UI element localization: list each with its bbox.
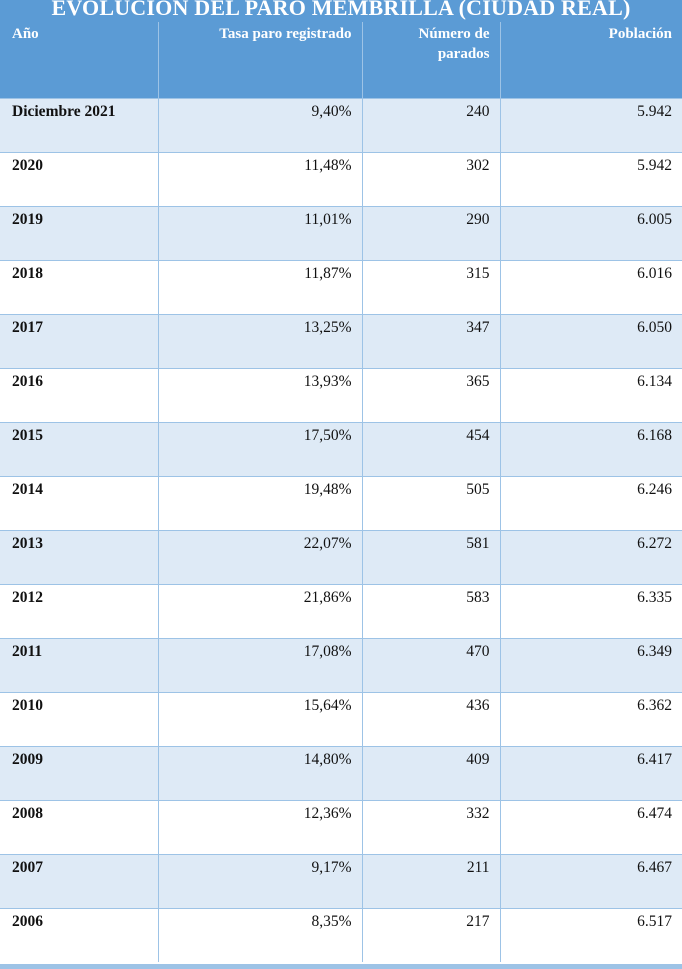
cell-population: 6.349 bbox=[499, 637, 682, 692]
cell-population: 6.467 bbox=[499, 853, 682, 908]
cell-rate: 11,48% bbox=[157, 151, 362, 206]
cell-unemployed: 454 bbox=[361, 421, 500, 476]
header-year: Año bbox=[0, 22, 158, 98]
cell-population: 6.016 bbox=[499, 259, 682, 314]
cell-rate: 11,87% bbox=[157, 259, 362, 314]
cell-rate: 8,35% bbox=[157, 907, 362, 962]
cell-rate: 14,80% bbox=[157, 745, 362, 800]
table-row: 2008 12,36% 332 6.474 bbox=[0, 799, 682, 854]
cell-rate: 12,36% bbox=[157, 799, 362, 854]
cell-year: 2010 bbox=[0, 691, 158, 746]
table-row: 2011 17,08% 470 6.349 bbox=[0, 637, 682, 692]
cell-unemployed: 315 bbox=[361, 259, 500, 314]
title-band: EVOLUCIÓN DEL PARO MEMBRILLA (CIUDAD REA… bbox=[0, 0, 682, 22]
cell-year: 2018 bbox=[0, 259, 158, 314]
table-title: EVOLUCIÓN DEL PARO MEMBRILLA (CIUDAD REA… bbox=[51, 0, 631, 20]
table-row: 2012 21,86% 583 6.335 bbox=[0, 583, 682, 638]
cell-population: 5.942 bbox=[499, 151, 682, 206]
cell-unemployed: 290 bbox=[361, 205, 500, 260]
cell-rate: 17,50% bbox=[157, 421, 362, 476]
cell-year: 2017 bbox=[0, 313, 158, 368]
cell-year: 2016 bbox=[0, 367, 158, 422]
table-row: 2020 11,48% 302 5.942 bbox=[0, 151, 682, 206]
cell-rate: 11,01% bbox=[157, 205, 362, 260]
cell-year: 2020 bbox=[0, 151, 158, 206]
cell-year: 2012 bbox=[0, 583, 158, 638]
cell-unemployed: 365 bbox=[361, 367, 500, 422]
cell-unemployed: 470 bbox=[361, 637, 500, 692]
cell-population: 5.942 bbox=[499, 97, 682, 152]
table-header: Año Tasa paro registrado Número de parad… bbox=[0, 22, 682, 98]
cell-population: 6.272 bbox=[499, 529, 682, 584]
table-row: 2010 15,64% 436 6.362 bbox=[0, 691, 682, 746]
table-bottom-border bbox=[0, 964, 682, 969]
header-rate: Tasa paro registrado bbox=[157, 22, 362, 98]
table-row: 2014 19,48% 505 6.246 bbox=[0, 475, 682, 530]
cell-year: 2019 bbox=[0, 205, 158, 260]
cell-rate: 13,93% bbox=[157, 367, 362, 422]
table-row: 2016 13,93% 365 6.134 bbox=[0, 367, 682, 422]
table-row: 2013 22,07% 581 6.272 bbox=[0, 529, 682, 584]
header-unemployed: Número de parados bbox=[361, 22, 500, 98]
cell-unemployed: 583 bbox=[361, 583, 500, 638]
table-row: 2019 11,01% 290 6.005 bbox=[0, 205, 682, 260]
cell-year: 2007 bbox=[0, 853, 158, 908]
table-body: Diciembre 2021 9,40% 240 5.942 2020 11,48% 302… bbox=[0, 97, 682, 962]
cell-unemployed: 581 bbox=[361, 529, 500, 584]
cell-population: 6.168 bbox=[499, 421, 682, 476]
cell-population: 6.417 bbox=[499, 745, 682, 800]
cell-rate: 22,07% bbox=[157, 529, 362, 584]
header-row: Año Tasa paro registrado Número de parad… bbox=[0, 22, 682, 98]
cell-unemployed: 240 bbox=[361, 97, 500, 152]
cell-rate: 21,86% bbox=[157, 583, 362, 638]
table-row: 2018 11,87% 315 6.016 bbox=[0, 259, 682, 314]
cell-population: 6.246 bbox=[499, 475, 682, 530]
header-population: Población bbox=[499, 22, 682, 98]
cell-rate: 13,25% bbox=[157, 313, 362, 368]
cell-rate: 17,08% bbox=[157, 637, 362, 692]
cell-unemployed: 332 bbox=[361, 799, 500, 854]
cell-year: Diciembre 2021 bbox=[0, 97, 158, 152]
cell-population: 6.474 bbox=[499, 799, 682, 854]
cell-population: 6.362 bbox=[499, 691, 682, 746]
cell-population: 6.517 bbox=[499, 907, 682, 962]
table-row: 2006 8,35% 217 6.517 bbox=[0, 907, 682, 962]
cell-population: 6.134 bbox=[499, 367, 682, 422]
cell-rate: 9,17% bbox=[157, 853, 362, 908]
cell-year: 2015 bbox=[0, 421, 158, 476]
cell-year: 2014 bbox=[0, 475, 158, 530]
cell-unemployed: 217 bbox=[361, 907, 500, 962]
cell-unemployed: 436 bbox=[361, 691, 500, 746]
cell-year: 2011 bbox=[0, 637, 158, 692]
cell-unemployed: 302 bbox=[361, 151, 500, 206]
table-row: 2015 17,50% 454 6.168 bbox=[0, 421, 682, 476]
table-row: 2009 14,80% 409 6.417 bbox=[0, 745, 682, 800]
cell-unemployed: 409 bbox=[361, 745, 500, 800]
cell-population: 6.335 bbox=[499, 583, 682, 638]
cell-unemployed: 211 bbox=[361, 853, 500, 908]
cell-rate: 19,48% bbox=[157, 475, 362, 530]
cell-population: 6.050 bbox=[499, 313, 682, 368]
cell-year: 2006 bbox=[0, 907, 158, 962]
cell-rate: 15,64% bbox=[157, 691, 362, 746]
table-row: 2017 13,25% 347 6.050 bbox=[0, 313, 682, 368]
cell-year: 2013 bbox=[0, 529, 158, 584]
cell-unemployed: 505 bbox=[361, 475, 500, 530]
cell-unemployed: 347 bbox=[361, 313, 500, 368]
table-row: Diciembre 2021 9,40% 240 5.942 bbox=[0, 97, 682, 152]
unemployment-table: Año Tasa paro registrado Número de parad… bbox=[0, 22, 682, 962]
table-row: 2007 9,17% 211 6.467 bbox=[0, 853, 682, 908]
cell-population: 6.005 bbox=[499, 205, 682, 260]
cell-year: 2009 bbox=[0, 745, 158, 800]
cell-year: 2008 bbox=[0, 799, 158, 854]
cell-rate: 9,40% bbox=[157, 97, 362, 152]
